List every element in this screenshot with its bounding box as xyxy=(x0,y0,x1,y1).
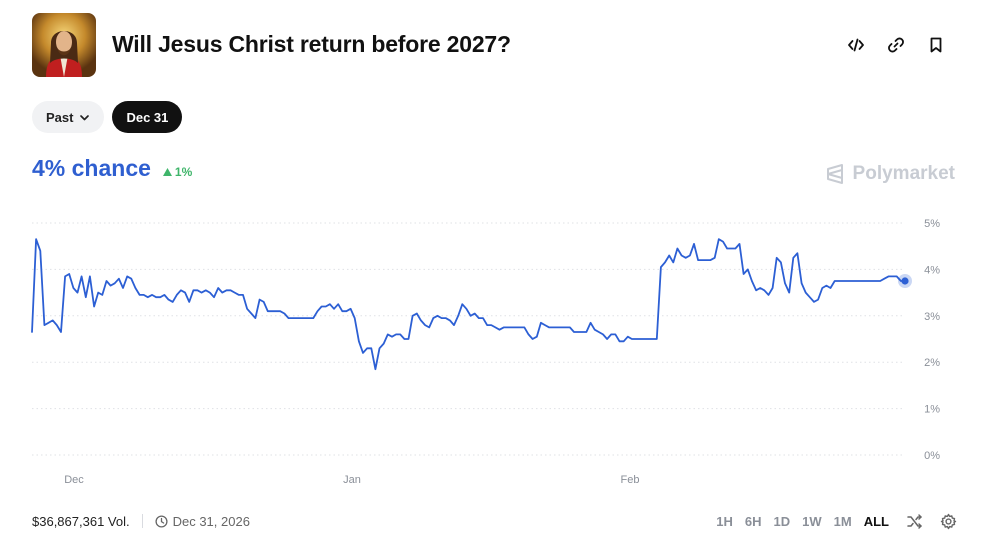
volume-text: $36,867,361 Vol. xyxy=(32,513,130,529)
end-date-text: Dec 31, 2026 xyxy=(172,513,250,529)
x-tick-label: Dec xyxy=(64,474,84,486)
chance-summary: 4% chance 1% xyxy=(32,155,192,182)
settings-gear-icon[interactable] xyxy=(939,512,957,530)
triangle-up-icon xyxy=(162,168,172,176)
range-all[interactable]: ALL xyxy=(863,513,889,529)
y-tick-label: 2% xyxy=(924,357,940,369)
market-header: Will Jesus Christ return before 2027? xyxy=(32,13,962,77)
range-6h[interactable]: 6H xyxy=(744,513,762,529)
end-date: Dec 31, 2026 xyxy=(155,514,250,529)
past-label: Past xyxy=(46,109,74,125)
polymarket-icon xyxy=(826,164,843,184)
chance-delta-value: 1% xyxy=(174,165,193,179)
brand-name: Polymarket xyxy=(852,163,955,184)
date-pill-label: Dec 31 xyxy=(126,109,169,125)
y-tick-label: 5% xyxy=(924,218,940,230)
y-tick-label: 0% xyxy=(924,450,940,462)
x-tick-label: Feb xyxy=(621,474,640,486)
bookmark-icon[interactable] xyxy=(926,35,946,55)
series-line xyxy=(31,238,906,371)
chance-value: 4% chance xyxy=(32,155,151,181)
date-pill-dec-31[interactable]: Dec 31 xyxy=(112,101,183,133)
polymarket-logo: Polymarket xyxy=(825,163,955,185)
time-range-selector: 1H 6H 1D 1W 1M ALL xyxy=(716,512,957,530)
shuffle-icon[interactable] xyxy=(905,512,923,530)
x-tick-label: Jan xyxy=(343,474,361,486)
market-thumbnail xyxy=(32,13,96,77)
past-dropdown[interactable]: Past xyxy=(32,101,105,133)
chevron-down-icon xyxy=(80,114,90,120)
chance-delta: 1% xyxy=(162,165,193,179)
range-1m[interactable]: 1M xyxy=(833,513,852,529)
market-title: Will Jesus Christ return before 2027? xyxy=(112,31,511,57)
range-1h[interactable]: 1H xyxy=(716,513,733,529)
clock-icon xyxy=(155,514,168,528)
embed-code-icon[interactable] xyxy=(846,35,866,55)
footer-divider xyxy=(141,514,143,528)
y-tick-label: 3% xyxy=(924,311,940,323)
y-tick-label: 1% xyxy=(924,404,940,416)
probability-chart[interactable]: 5% 4% 3% 2% 1% 0% Dec Jan Feb xyxy=(0,200,991,500)
chart-footer: $36,867,361 Vol. Dec 31, 2026 1H 6H 1D 1… xyxy=(32,511,957,531)
y-tick-label: 4% xyxy=(924,264,940,276)
last-point-marker xyxy=(901,277,909,285)
range-1w[interactable]: 1W xyxy=(802,513,822,529)
range-1d[interactable]: 1D xyxy=(773,513,791,529)
link-icon[interactable] xyxy=(886,35,906,55)
